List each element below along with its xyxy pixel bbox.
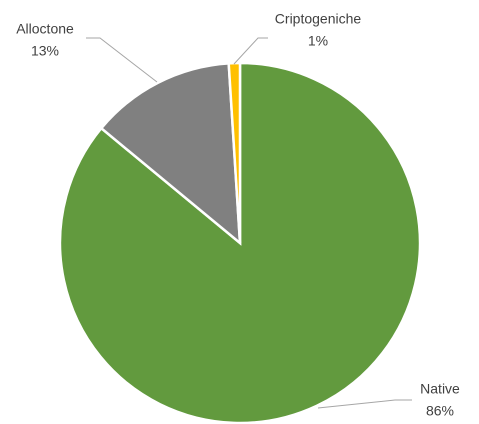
- slice-label: Alloctone: [16, 21, 74, 37]
- pie-slice: [99, 62, 242, 246]
- leader-line: [86, 37, 158, 83]
- slice-value: 13%: [31, 43, 59, 59]
- leader-line: [317, 399, 412, 409]
- slice-value: 86%: [426, 403, 454, 419]
- slice-label: Native: [420, 381, 460, 397]
- slice-value: 1%: [308, 33, 328, 49]
- leader-line: [233, 37, 268, 65]
- slice-label: Criptogeniche: [275, 11, 362, 27]
- pie-slice: [58, 61, 422, 424]
